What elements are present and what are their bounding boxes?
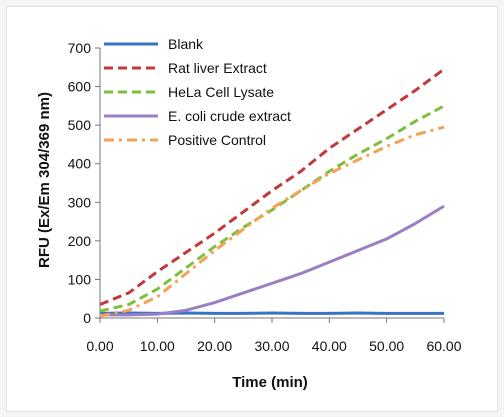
y-tick-label: 600 <box>68 79 92 95</box>
legend-label-4: E. coli crude extract <box>168 108 291 124</box>
y-axis-title: RFU (Ex/Em 304/369 nm) <box>36 92 53 268</box>
series-line-3 <box>99 104 445 313</box>
y-tick-label: 300 <box>68 194 92 210</box>
y-tick-label: 400 <box>68 156 92 172</box>
x-tick-label: 50.00 <box>369 338 404 354</box>
x-tick-label: 10.00 <box>140 338 175 354</box>
legend-label-3: HeLa Cell Lysate <box>168 84 274 100</box>
x-tick-label: 60.00 <box>426 338 461 354</box>
x-tick-label: 0.00 <box>86 338 113 354</box>
legend-label-2: Rat liver Extract <box>168 60 267 76</box>
series-line-4 <box>100 204 445 317</box>
y-tick-label: 700 <box>68 40 92 56</box>
series-lines <box>99 67 445 318</box>
y-tick-label: 500 <box>68 117 92 133</box>
x-axis-ticks: 0.00 10.00 20.00 30.00 40.00 50.00 60.00 <box>86 318 462 354</box>
legend: Blank Rat liver Extract HeLa Cell Lysate E.… <box>104 36 291 148</box>
x-tick-label: 30.00 <box>254 338 289 354</box>
series-line-5 <box>99 125 445 318</box>
y-axis-ticks: 0 100 200 300 400 500 600 700 <box>68 40 100 326</box>
x-axis-title: Time (min) <box>232 374 308 391</box>
y-tick-label: 100 <box>68 271 92 287</box>
chart-card <box>6 6 498 412</box>
series-line-2 <box>99 67 445 306</box>
y-tick-label: 0 <box>83 310 91 326</box>
x-tick-label: 20.00 <box>197 338 232 354</box>
x-tick-label: 40.00 <box>312 338 347 354</box>
legend-label-5: Positive Control <box>168 132 266 148</box>
y-tick-label: 200 <box>68 233 92 249</box>
legend-label-1: Blank <box>168 36 204 52</box>
